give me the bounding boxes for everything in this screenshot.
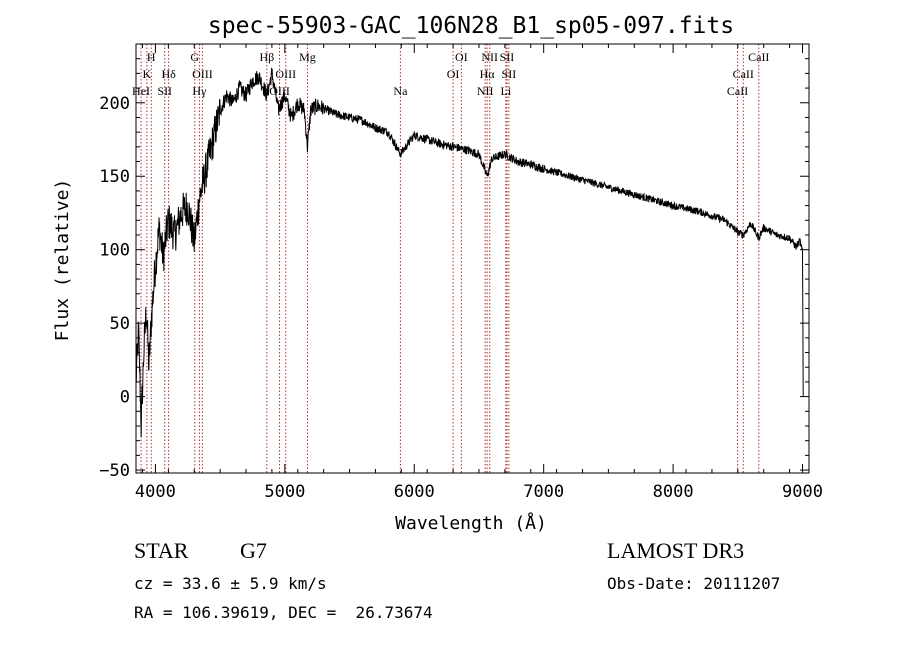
plot-frame	[135, 43, 810, 474]
observation-date: Obs-Date: 20111207	[607, 574, 781, 593]
line-label-22: CaII	[733, 67, 754, 81]
line-label-13: OI	[447, 67, 460, 81]
line-label-4: Hδ	[161, 67, 176, 81]
line-label-15: NII	[477, 84, 494, 98]
axis-ticks: 4000 5000 6000 7000 8000 9000 −50 0 50 100 150 200	[99, 44, 823, 502]
redshift-cz: cz = 33.6 ± 5.9 km/s	[134, 574, 327, 593]
y-tick-label-2: 50	[110, 314, 130, 334]
object-class: STAR	[134, 538, 189, 563]
line-label-9: OIII	[269, 84, 290, 98]
line-label-8: Hβ	[259, 50, 274, 64]
line-label-21: CaII	[727, 84, 748, 98]
x-tick-label-5: 9000	[782, 482, 823, 502]
line-label-16: Hα	[480, 67, 496, 81]
x-tick-label-2: 6000	[394, 482, 435, 502]
x-tick-label-3: 7000	[523, 482, 564, 502]
line-label-1: K	[143, 67, 152, 81]
y-tick-label-4: 150	[99, 167, 130, 187]
x-tick-label-1: 5000	[264, 482, 305, 502]
object-subclass: G7	[240, 538, 267, 563]
line-label-5: G	[190, 50, 199, 64]
y-tick-label-0: −50	[99, 461, 130, 481]
line-label-2: H	[147, 50, 156, 64]
line-label-6: OIII	[192, 67, 213, 81]
line-label-14: OI	[455, 50, 468, 64]
x-tick-label-0: 4000	[135, 482, 176, 502]
spectral-line-labels: HeIKHSIIHδGOIIIHγHβOIIIOIIIMgNaOIOINIIHα…	[132, 50, 769, 98]
survey-name: LAMOST DR3	[607, 538, 745, 563]
line-label-12: Na	[393, 84, 408, 98]
line-label-19: SII	[500, 50, 515, 64]
line-label-10: OIII	[275, 67, 296, 81]
coordinates: RA = 106.39619, DEC = 26.73674	[134, 603, 433, 622]
y-tick-label-1: 0	[120, 388, 130, 408]
chart-title: spec-55903-GAC_106N28_B1_sp05-097.fits	[208, 13, 734, 39]
x-axis-label: Wavelength (Å)	[395, 512, 547, 534]
y-axis-label: Flux (relative)	[52, 179, 73, 342]
x-tick-label-4: 8000	[653, 482, 694, 502]
spectral-line-markers	[140, 44, 760, 473]
line-label-20: SII	[502, 67, 517, 81]
spectrum-series	[135, 67, 804, 438]
line-label-17: NII	[481, 50, 498, 64]
line-label-23: CaII	[748, 50, 769, 64]
y-tick-label-3: 100	[99, 241, 130, 261]
spectrum-line	[135, 67, 804, 438]
line-label-11: Mg	[299, 50, 316, 64]
line-label-18: Li	[501, 84, 512, 98]
line-label-0: HeI	[132, 84, 150, 98]
y-tick-label-5: 200	[99, 94, 130, 114]
line-label-7: Hγ	[192, 84, 207, 98]
line-label-3: SII	[157, 84, 172, 98]
